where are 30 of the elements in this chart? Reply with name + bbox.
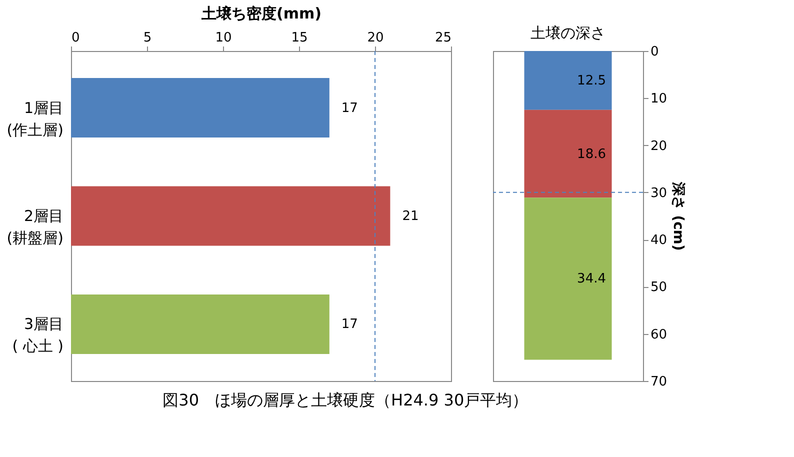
y-tick-label: 10 <box>650 92 668 107</box>
data-label: 17 <box>341 100 358 116</box>
caption: 図30 ほ場の層厚と土壌硬度（H24.9 30戸平均） <box>162 390 528 410</box>
x-tick-label: 15 <box>291 30 308 46</box>
x-tick-label: 5 <box>143 30 152 46</box>
x-axis-title: 土壌ち密度(mm) <box>200 4 322 22</box>
y-tick-label: 40 <box>650 233 668 248</box>
data-label: 17 <box>341 317 358 332</box>
x-tick-label: 0 <box>72 30 80 46</box>
x-tick-label: 25 <box>434 30 452 46</box>
y-tick-label: 20 <box>650 138 668 154</box>
y-tick-label: 0 <box>650 44 659 60</box>
bar <box>524 51 612 110</box>
y-tick-label: 2層目 (耕盤層) <box>6 207 64 247</box>
data-label: 18.6 <box>577 146 606 162</box>
data-label: 34.4 <box>577 272 606 287</box>
y-tick-label: 1層目 (作土層) <box>6 98 64 139</box>
data-label: 12.5 <box>577 73 606 88</box>
y-axis-title: 深さ (cm) <box>670 181 686 251</box>
bar <box>524 110 612 198</box>
bar <box>524 198 612 360</box>
x-tick-label: 10 <box>215 30 232 46</box>
chart-title: 土壌の深さ <box>530 24 606 42</box>
y-tick-label: 70 <box>650 374 668 390</box>
y-tick-label: 30 <box>650 186 668 201</box>
y-tick-label: 3層目 ( 心土 ) <box>12 315 64 356</box>
data-label: 21 <box>402 209 419 224</box>
x-tick-label: 20 <box>367 30 384 46</box>
y-tick-label: 60 <box>650 327 668 342</box>
y-tick-label: 50 <box>650 280 668 296</box>
